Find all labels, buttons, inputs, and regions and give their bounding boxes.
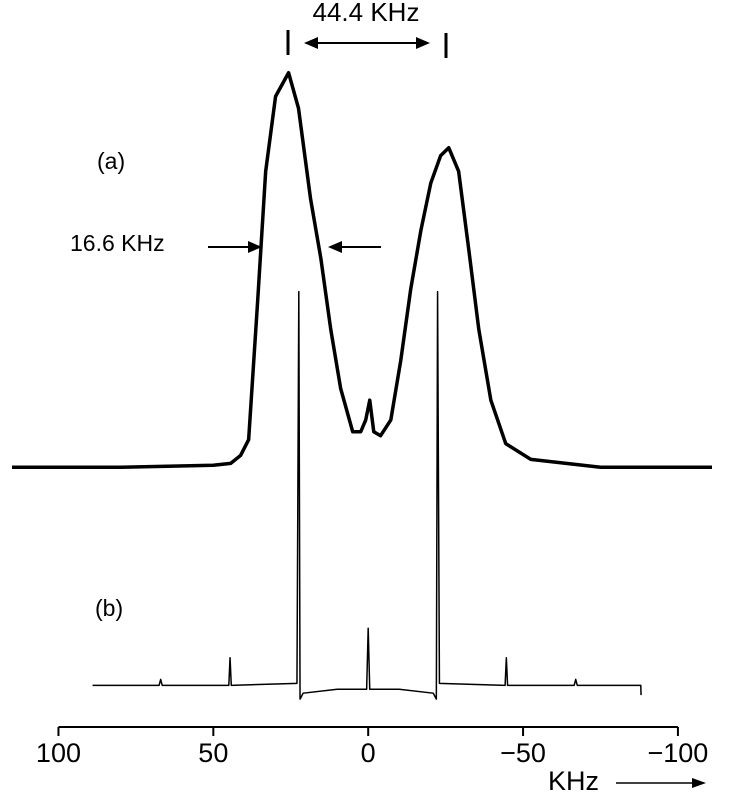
arrowhead xyxy=(304,37,430,49)
trace-label: (b) xyxy=(95,595,123,621)
arrowhead xyxy=(692,778,706,788)
x-tick-label: 100 xyxy=(36,738,81,768)
x-axis-label: KHz xyxy=(548,766,599,796)
annotation: 44.4 KHz xyxy=(313,0,420,27)
annotation: 16.6 KHz xyxy=(70,230,165,256)
x-tick-label: 0 xyxy=(361,738,376,768)
trace xyxy=(92,290,642,700)
arrowhead xyxy=(248,241,262,253)
x-tick-label: −100 xyxy=(648,738,709,768)
arrowhead xyxy=(328,241,342,253)
trace xyxy=(12,70,712,470)
x-tick-label: 50 xyxy=(198,738,228,768)
trace-label: (a) xyxy=(97,148,125,174)
x-tick-label: −50 xyxy=(500,738,546,768)
